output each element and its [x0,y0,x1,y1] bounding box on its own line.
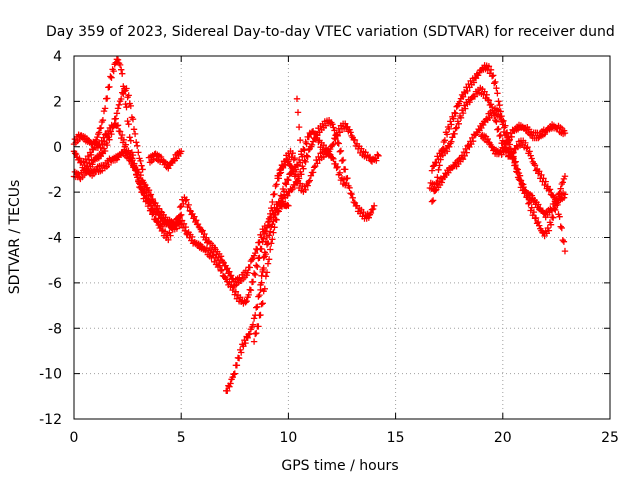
y-tick-label: 2 [53,94,62,110]
y-tick-label: -2 [48,185,62,201]
series-markers [223,128,350,394]
series-sat-d [81,146,269,289]
chart-title: Day 359 of 2023, Sidereal Day-to-day VTE… [46,24,615,40]
series-sat-m [426,105,569,221]
y-axis-label: SDTVAR / TECUs [7,180,23,295]
grid [74,56,610,419]
series-sat-l [428,84,569,255]
x-tick-label: 25 [601,430,619,446]
series-sat-e [145,148,185,172]
series-markers [70,56,185,244]
x-tick-label: 0 [70,430,79,446]
x-tick-label: 15 [387,430,405,446]
series-sat-i [274,147,299,182]
x-tick-label: 5 [177,430,186,446]
y-tick-label: 4 [53,49,62,65]
x-axis-label: GPS time / hours [281,458,398,474]
series-markers [81,146,269,289]
axis-ticks [73,55,611,420]
series-sat-n [478,121,569,158]
series-sat-g [250,117,378,345]
x-tick-label: 20 [494,430,512,446]
y-tick-label: -12 [39,412,62,428]
series-markers [293,95,305,155]
y-tick-label: -6 [48,276,62,292]
series-markers [426,105,569,221]
x-tick-label: 10 [279,430,297,446]
y-tick-label: 0 [53,140,62,156]
series-markers [478,121,569,158]
series-markers [145,148,185,172]
y-tick-label: -4 [48,231,62,247]
y-tick-label: -10 [39,367,62,383]
series-markers [250,117,378,345]
tick-labels: 0 5 10 15 20 25 -12 -10 -8 -6 -4 -2 0 2 4 [39,49,619,446]
data-points [70,56,569,394]
series-sat-j [293,95,305,155]
series-markers [428,84,569,255]
series-markers [274,147,299,182]
series-sat-a [70,56,185,244]
series-sat-f [223,128,350,394]
y-tick-label: -8 [48,321,62,337]
